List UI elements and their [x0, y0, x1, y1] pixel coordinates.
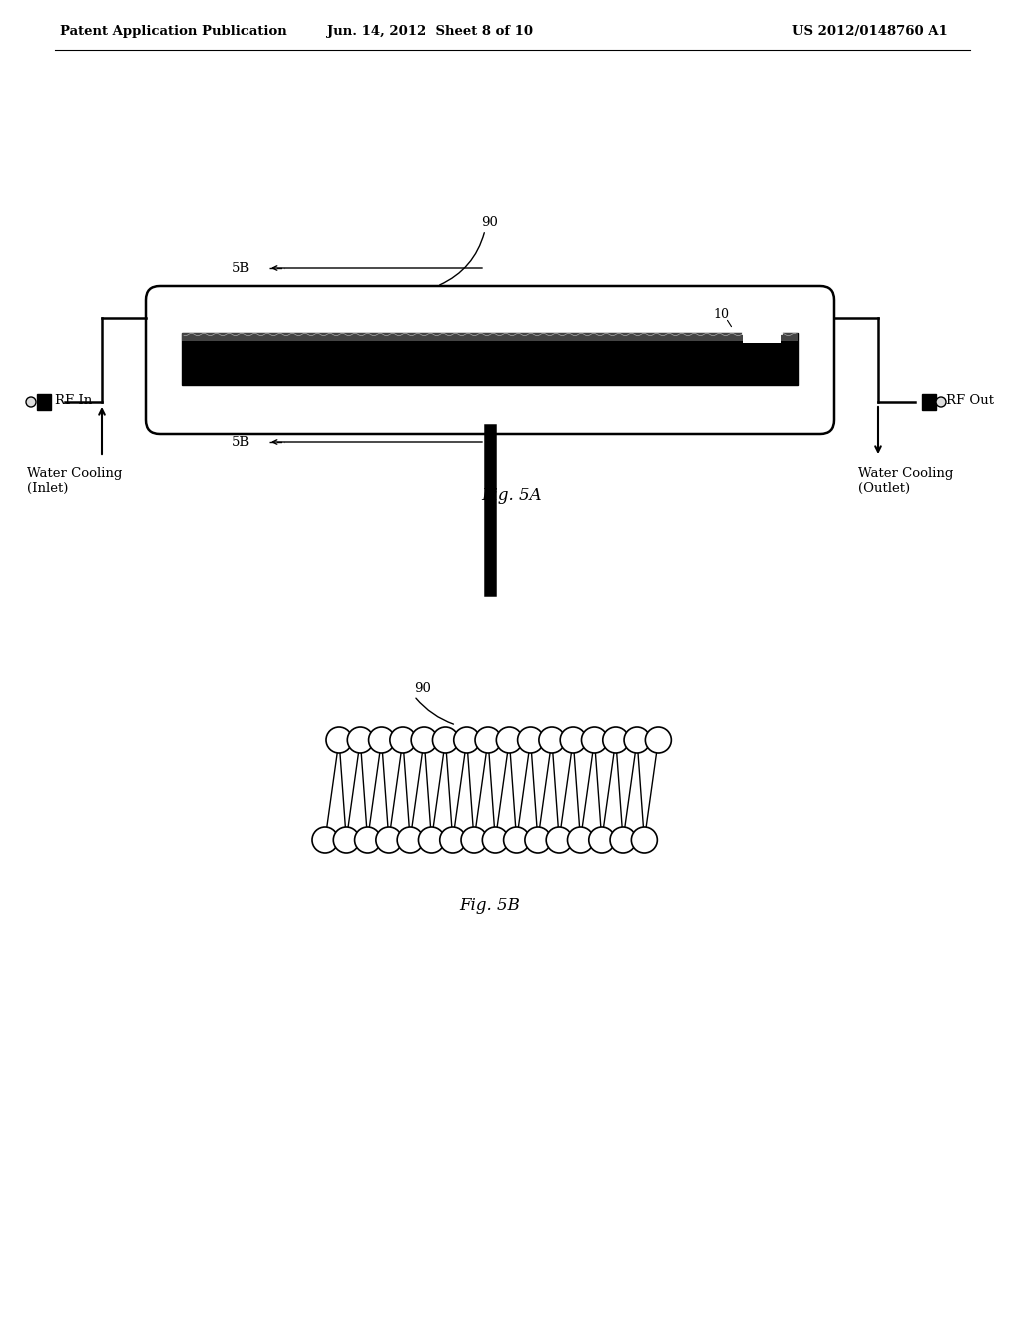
Text: Jun. 14, 2012  Sheet 8 of 10: Jun. 14, 2012 Sheet 8 of 10 — [327, 25, 534, 38]
Text: RF In: RF In — [55, 395, 92, 408]
Text: Fig. 5A: Fig. 5A — [481, 487, 543, 503]
Circle shape — [354, 828, 381, 853]
Circle shape — [312, 828, 338, 853]
Circle shape — [26, 397, 36, 407]
Circle shape — [936, 397, 946, 407]
Bar — [37, 393, 51, 411]
Circle shape — [369, 727, 394, 752]
Bar — [743, 331, 781, 343]
Circle shape — [539, 727, 565, 752]
Circle shape — [461, 828, 487, 853]
Circle shape — [517, 727, 544, 752]
FancyBboxPatch shape — [146, 286, 834, 434]
Circle shape — [432, 727, 459, 752]
Text: Patent Application Publication: Patent Application Publication — [60, 25, 287, 38]
Text: 5B: 5B — [231, 436, 250, 449]
Circle shape — [454, 727, 479, 752]
Circle shape — [376, 828, 401, 853]
Text: US 2012/0148760 A1: US 2012/0148760 A1 — [793, 25, 948, 38]
Circle shape — [624, 727, 650, 752]
Circle shape — [439, 828, 466, 853]
Circle shape — [610, 828, 636, 853]
Text: 10: 10 — [713, 309, 729, 322]
Text: 90: 90 — [414, 681, 431, 694]
Circle shape — [603, 727, 629, 752]
Circle shape — [632, 828, 657, 853]
Text: RF Out: RF Out — [946, 395, 994, 408]
Text: Water Cooling
(Outlet): Water Cooling (Outlet) — [858, 467, 953, 495]
Circle shape — [567, 828, 594, 853]
Circle shape — [504, 828, 529, 853]
Circle shape — [326, 727, 352, 752]
Circle shape — [497, 727, 522, 752]
Circle shape — [397, 828, 423, 853]
Circle shape — [589, 828, 614, 853]
Text: 90: 90 — [481, 215, 499, 228]
Circle shape — [482, 828, 508, 853]
Circle shape — [546, 828, 572, 853]
Bar — [182, 333, 798, 341]
Circle shape — [390, 727, 416, 752]
Circle shape — [419, 828, 444, 853]
Circle shape — [645, 727, 672, 752]
Circle shape — [525, 828, 551, 853]
Circle shape — [347, 727, 374, 752]
Text: 14: 14 — [758, 348, 774, 362]
Bar — [922, 393, 936, 411]
Circle shape — [582, 727, 607, 752]
Text: Water Cooling
(Inlet): Water Cooling (Inlet) — [27, 467, 123, 495]
Bar — [182, 333, 798, 385]
Text: 5B: 5B — [231, 261, 250, 275]
Circle shape — [412, 727, 437, 752]
Text: Fig. 5B: Fig. 5B — [460, 896, 520, 913]
Circle shape — [475, 727, 501, 752]
Circle shape — [333, 828, 359, 853]
Circle shape — [560, 727, 586, 752]
